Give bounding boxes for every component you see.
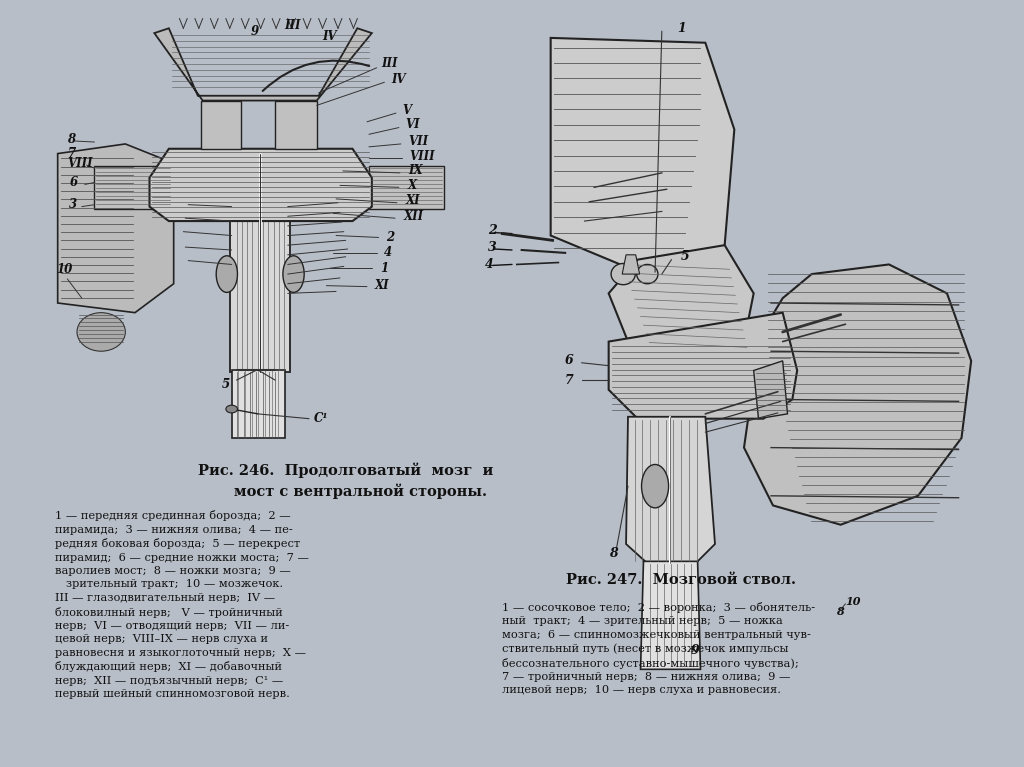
Polygon shape	[369, 166, 444, 209]
Text: 5: 5	[222, 378, 230, 391]
Text: X: X	[408, 179, 417, 192]
Text: C¹: C¹	[313, 412, 329, 425]
Polygon shape	[623, 255, 640, 274]
Text: 6: 6	[70, 176, 78, 189]
Text: 9: 9	[251, 25, 259, 38]
Text: 2: 2	[386, 231, 394, 244]
Text: Рис. 246.  Продолговатый  мозг  и
       мост с вентральной стороны.: Рис. 246. Продолговатый мозг и мост с ве…	[198, 462, 494, 499]
Text: 7: 7	[565, 374, 573, 387]
Text: VIII: VIII	[68, 156, 93, 170]
Polygon shape	[754, 360, 787, 419]
Text: 1 — передняя срединная борозда;  2 —
пирамида;  3 — нижняя олива;  4 — пе-
редня: 1 — передняя срединная борозда; 2 — пира…	[54, 510, 308, 700]
Text: 10: 10	[846, 597, 861, 607]
Ellipse shape	[283, 255, 304, 292]
Polygon shape	[626, 416, 715, 563]
Text: 8: 8	[608, 547, 617, 560]
Text: III: III	[284, 19, 300, 32]
Polygon shape	[608, 313, 797, 419]
Bar	[231, 370, 285, 438]
Polygon shape	[155, 28, 372, 100]
Polygon shape	[57, 144, 174, 313]
Polygon shape	[744, 265, 971, 525]
Ellipse shape	[611, 264, 635, 285]
Text: VII: VII	[409, 134, 429, 147]
Ellipse shape	[216, 255, 238, 292]
Ellipse shape	[641, 465, 669, 508]
Text: 7: 7	[68, 147, 76, 160]
Text: 3: 3	[70, 198, 78, 211]
Text: 9: 9	[691, 644, 699, 657]
Text: VI: VI	[406, 118, 420, 131]
Text: 6: 6	[565, 354, 573, 367]
Polygon shape	[275, 100, 316, 149]
Text: 10: 10	[55, 263, 72, 276]
Text: IV: IV	[323, 31, 337, 44]
Text: 4: 4	[485, 258, 494, 271]
Text: 4: 4	[384, 246, 392, 259]
Text: V: V	[402, 104, 412, 117]
Text: 1: 1	[381, 262, 389, 275]
Text: IX: IX	[409, 164, 423, 177]
Polygon shape	[201, 100, 242, 149]
Text: XI: XI	[406, 194, 420, 207]
Text: 5: 5	[681, 250, 690, 263]
Polygon shape	[94, 166, 172, 209]
Polygon shape	[229, 153, 290, 373]
Ellipse shape	[77, 313, 125, 351]
Text: 1 — сосочковое тело;  2 — воронка;  3 — обонятель-
ный  тракт;  4 — зрительный н: 1 — сосочковое тело; 2 — воронка; 3 — об…	[503, 602, 815, 695]
Text: 8: 8	[68, 133, 76, 146]
Text: IV: IV	[391, 73, 406, 86]
Text: XII: XII	[403, 209, 424, 222]
Polygon shape	[551, 38, 734, 284]
Text: III: III	[382, 58, 398, 71]
Ellipse shape	[637, 265, 658, 284]
Polygon shape	[641, 561, 700, 670]
Text: 2: 2	[487, 224, 497, 237]
Text: 8: 8	[836, 606, 844, 617]
Text: 1: 1	[677, 21, 685, 35]
Text: Рис. 247.  Мозговой ствол.: Рис. 247. Мозговой ствол.	[566, 573, 797, 587]
Polygon shape	[608, 245, 754, 360]
Text: 3: 3	[487, 241, 497, 254]
Text: XI: XI	[375, 279, 389, 292]
Polygon shape	[150, 149, 372, 221]
Ellipse shape	[226, 405, 238, 413]
Text: VIII: VIII	[410, 150, 435, 163]
